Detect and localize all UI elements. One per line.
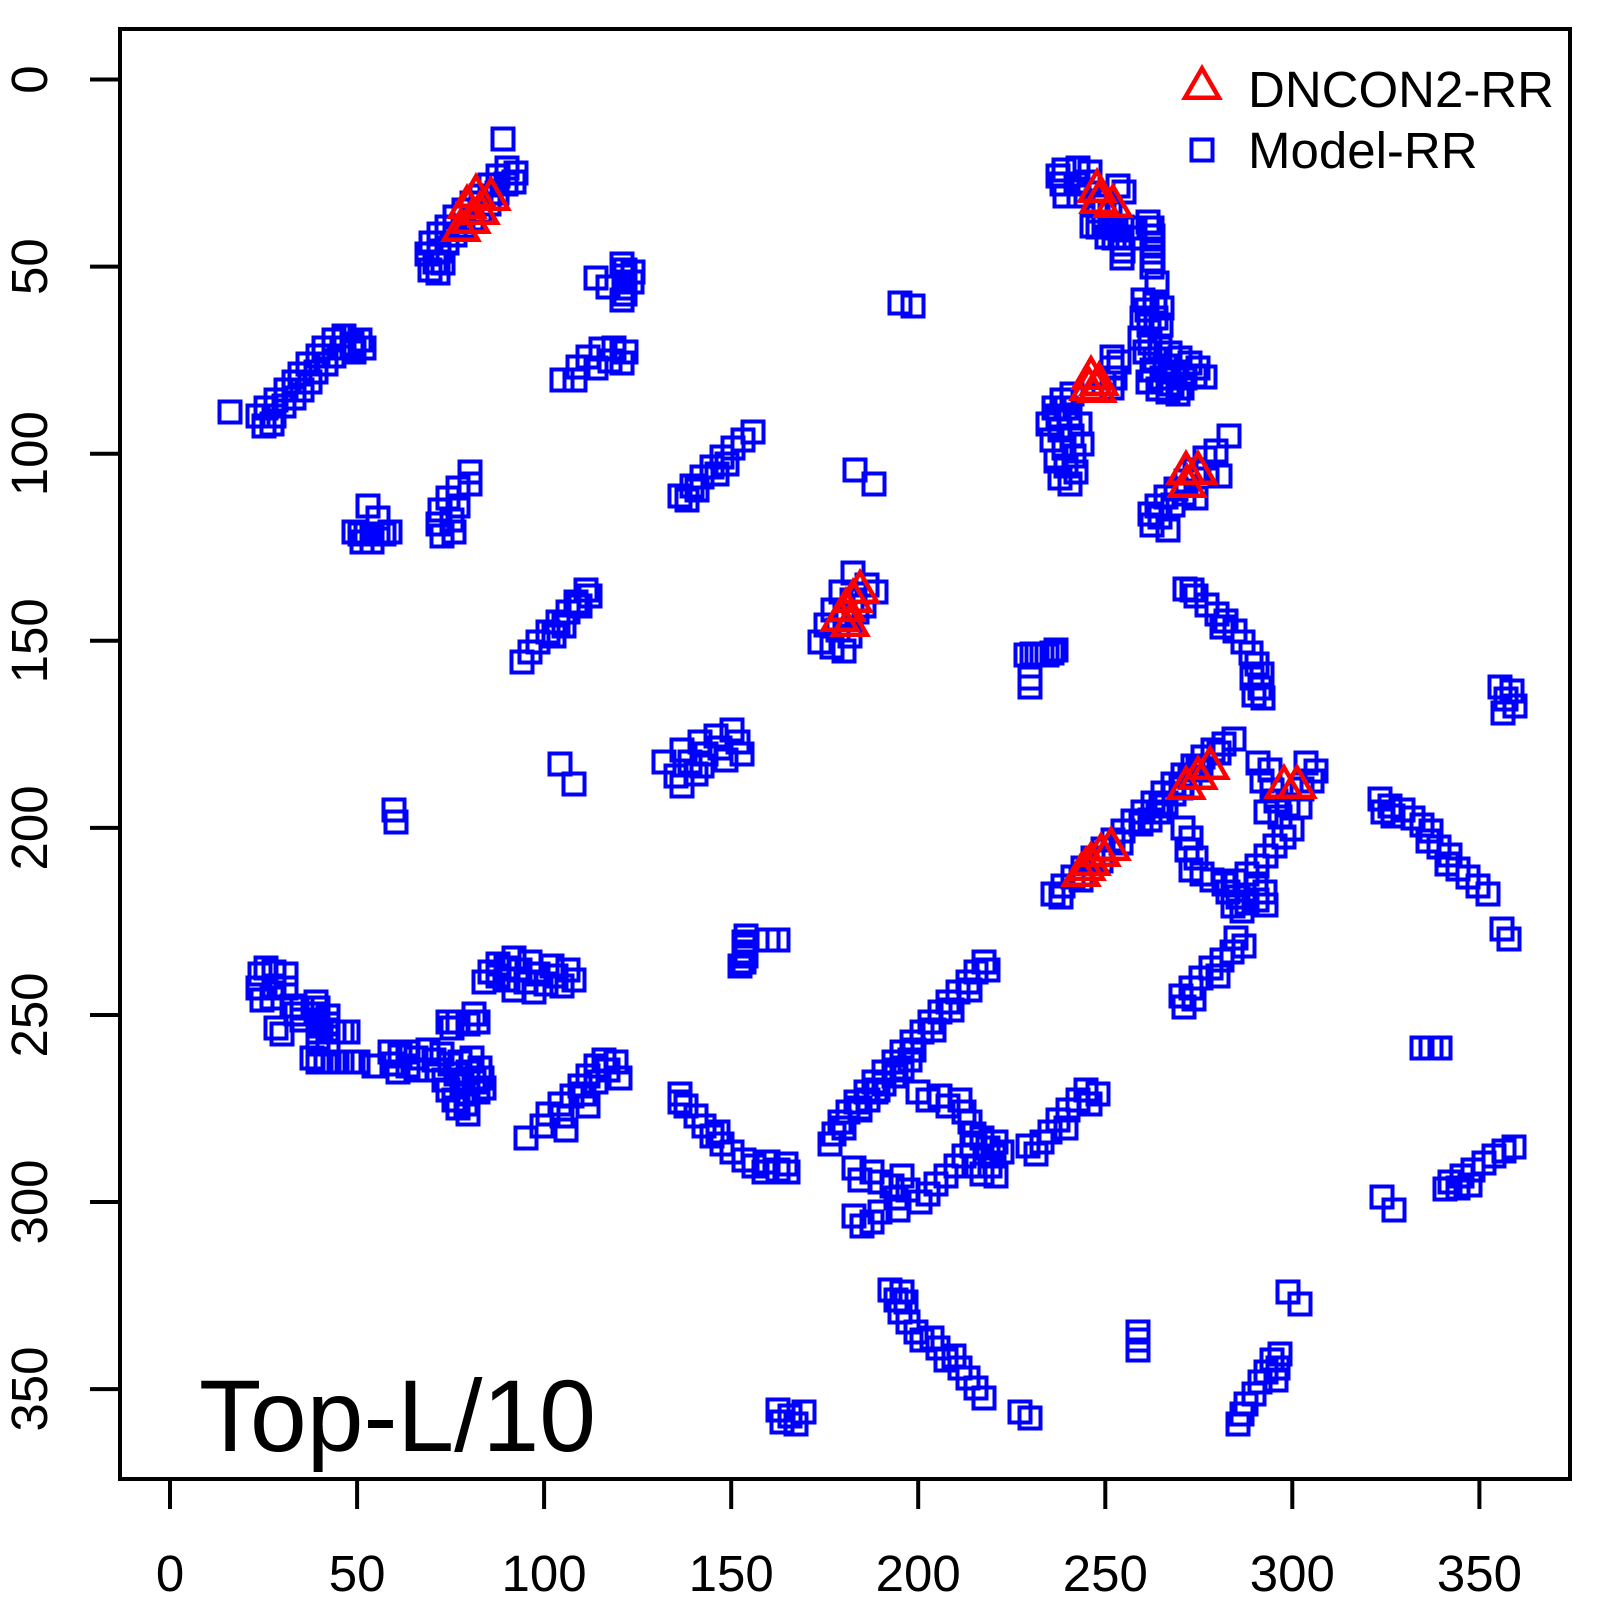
svg-text:250: 250 bbox=[1063, 1545, 1148, 1600]
svg-text:300: 300 bbox=[1250, 1545, 1335, 1600]
svg-text:250: 250 bbox=[1, 972, 58, 1057]
svg-text:150: 150 bbox=[1, 598, 58, 683]
svg-text:350: 350 bbox=[1, 1347, 58, 1432]
svg-text:50: 50 bbox=[329, 1545, 386, 1600]
svg-text:50: 50 bbox=[1, 238, 58, 295]
svg-text:200: 200 bbox=[1, 785, 58, 870]
svg-text:Model-RR: Model-RR bbox=[1248, 122, 1478, 179]
svg-text:0: 0 bbox=[156, 1545, 184, 1600]
svg-text:300: 300 bbox=[1, 1159, 58, 1244]
svg-text:150: 150 bbox=[689, 1545, 774, 1600]
svg-text:350: 350 bbox=[1437, 1545, 1522, 1600]
svg-text:DNCON2-RR: DNCON2-RR bbox=[1248, 61, 1554, 118]
svg-text:100: 100 bbox=[502, 1545, 587, 1600]
svg-text:200: 200 bbox=[876, 1545, 961, 1600]
svg-text:0: 0 bbox=[1, 65, 58, 93]
svg-text:100: 100 bbox=[1, 411, 58, 496]
svg-text:Top-L/10: Top-L/10 bbox=[199, 1359, 596, 1473]
